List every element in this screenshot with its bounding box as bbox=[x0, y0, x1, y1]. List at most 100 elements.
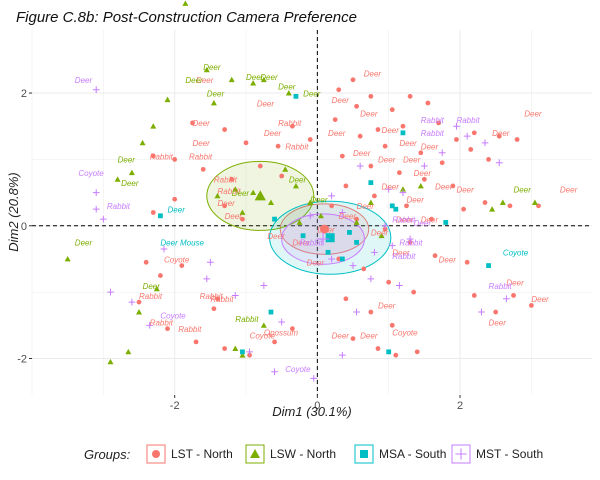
point-label: Rabbit bbox=[285, 142, 309, 151]
point-label: Deer bbox=[289, 176, 307, 185]
point bbox=[388, 242, 396, 250]
point bbox=[275, 143, 281, 149]
point bbox=[375, 127, 381, 132]
point bbox=[420, 162, 428, 170]
point bbox=[243, 140, 249, 146]
point bbox=[158, 273, 163, 278]
point bbox=[429, 216, 434, 222]
x-axis-label: Dim1 (30.1%) bbox=[272, 404, 351, 419]
point bbox=[203, 66, 210, 73]
point-label: Deer bbox=[339, 212, 357, 221]
point bbox=[64, 255, 71, 262]
point bbox=[92, 205, 100, 213]
point bbox=[389, 322, 395, 328]
point bbox=[417, 182, 424, 189]
point bbox=[368, 93, 374, 99]
point bbox=[382, 143, 388, 149]
point-label: Deer bbox=[260, 73, 278, 82]
point-label: Deer bbox=[143, 282, 161, 291]
point bbox=[454, 137, 459, 142]
point bbox=[232, 186, 239, 192]
point bbox=[250, 80, 257, 86]
centroid bbox=[254, 190, 266, 201]
point bbox=[389, 203, 395, 209]
point bbox=[172, 196, 178, 202]
point-label: Deer bbox=[414, 219, 432, 228]
x-tick-label: 0 bbox=[314, 400, 320, 412]
point bbox=[507, 203, 513, 209]
point-label: Deer bbox=[382, 182, 400, 191]
point-label: Rabbit bbox=[178, 325, 202, 334]
point bbox=[200, 166, 206, 172]
point bbox=[353, 219, 360, 225]
point-label: Deer Mouse bbox=[160, 239, 204, 248]
point bbox=[463, 132, 471, 140]
point bbox=[272, 339, 277, 345]
point-label: Deer bbox=[364, 69, 382, 78]
point bbox=[489, 206, 496, 212]
point bbox=[438, 149, 446, 157]
point-label: Rabbit bbox=[421, 129, 445, 138]
point bbox=[206, 258, 214, 266]
point bbox=[246, 348, 253, 356]
point-label: Deer bbox=[310, 196, 328, 205]
point bbox=[328, 255, 335, 263]
point-labels: DeerDeerDeerDeerDeerDeerRabbitRabbitRabb… bbox=[75, 63, 578, 374]
point-label: Rabbit bbox=[456, 116, 480, 125]
point bbox=[143, 259, 149, 265]
point bbox=[439, 160, 445, 166]
y-tick-label: -2 bbox=[17, 354, 27, 366]
legend-label: LST - North bbox=[171, 447, 233, 461]
data-points bbox=[64, 0, 541, 382]
point bbox=[193, 339, 199, 345]
point bbox=[107, 288, 114, 296]
point bbox=[350, 77, 356, 83]
legend-title: Groups: bbox=[84, 447, 131, 462]
point-label: Deer bbox=[75, 76, 93, 85]
point bbox=[160, 245, 168, 253]
plot-background bbox=[32, 30, 592, 395]
point bbox=[372, 193, 377, 199]
point bbox=[514, 137, 520, 142]
point-label: Deer bbox=[168, 206, 186, 215]
point-label: Deer bbox=[328, 129, 346, 138]
point bbox=[368, 309, 374, 315]
point-label: Deer bbox=[506, 279, 524, 288]
point bbox=[354, 103, 359, 109]
point bbox=[240, 349, 245, 355]
point bbox=[343, 296, 349, 302]
point bbox=[471, 130, 477, 136]
point bbox=[257, 163, 263, 169]
point bbox=[461, 206, 466, 212]
reference-lines bbox=[32, 30, 592, 395]
point-label: Deer bbox=[246, 73, 264, 82]
point-label: Deer bbox=[292, 239, 310, 248]
point bbox=[407, 93, 413, 99]
point bbox=[125, 348, 132, 355]
point-label: Rabbit bbox=[210, 295, 234, 304]
point-label: Opossum bbox=[264, 328, 299, 337]
point bbox=[495, 159, 503, 167]
point bbox=[393, 206, 399, 212]
point bbox=[128, 169, 135, 176]
point bbox=[172, 157, 178, 162]
point bbox=[292, 182, 299, 189]
point bbox=[432, 253, 438, 259]
point bbox=[443, 220, 449, 225]
point bbox=[164, 96, 171, 103]
point bbox=[158, 213, 163, 219]
point bbox=[371, 248, 378, 256]
point-label: Deer bbox=[492, 129, 510, 138]
point bbox=[493, 309, 499, 315]
point bbox=[317, 212, 324, 219]
point bbox=[400, 123, 406, 129]
point bbox=[272, 216, 277, 222]
point bbox=[421, 176, 427, 182]
point-label: Coyote bbox=[250, 332, 276, 341]
point bbox=[92, 86, 100, 94]
point-label: Rabbit bbox=[392, 215, 416, 224]
point bbox=[406, 235, 414, 243]
point-label: Deer bbox=[232, 189, 250, 198]
point-label: Deer bbox=[118, 156, 136, 165]
